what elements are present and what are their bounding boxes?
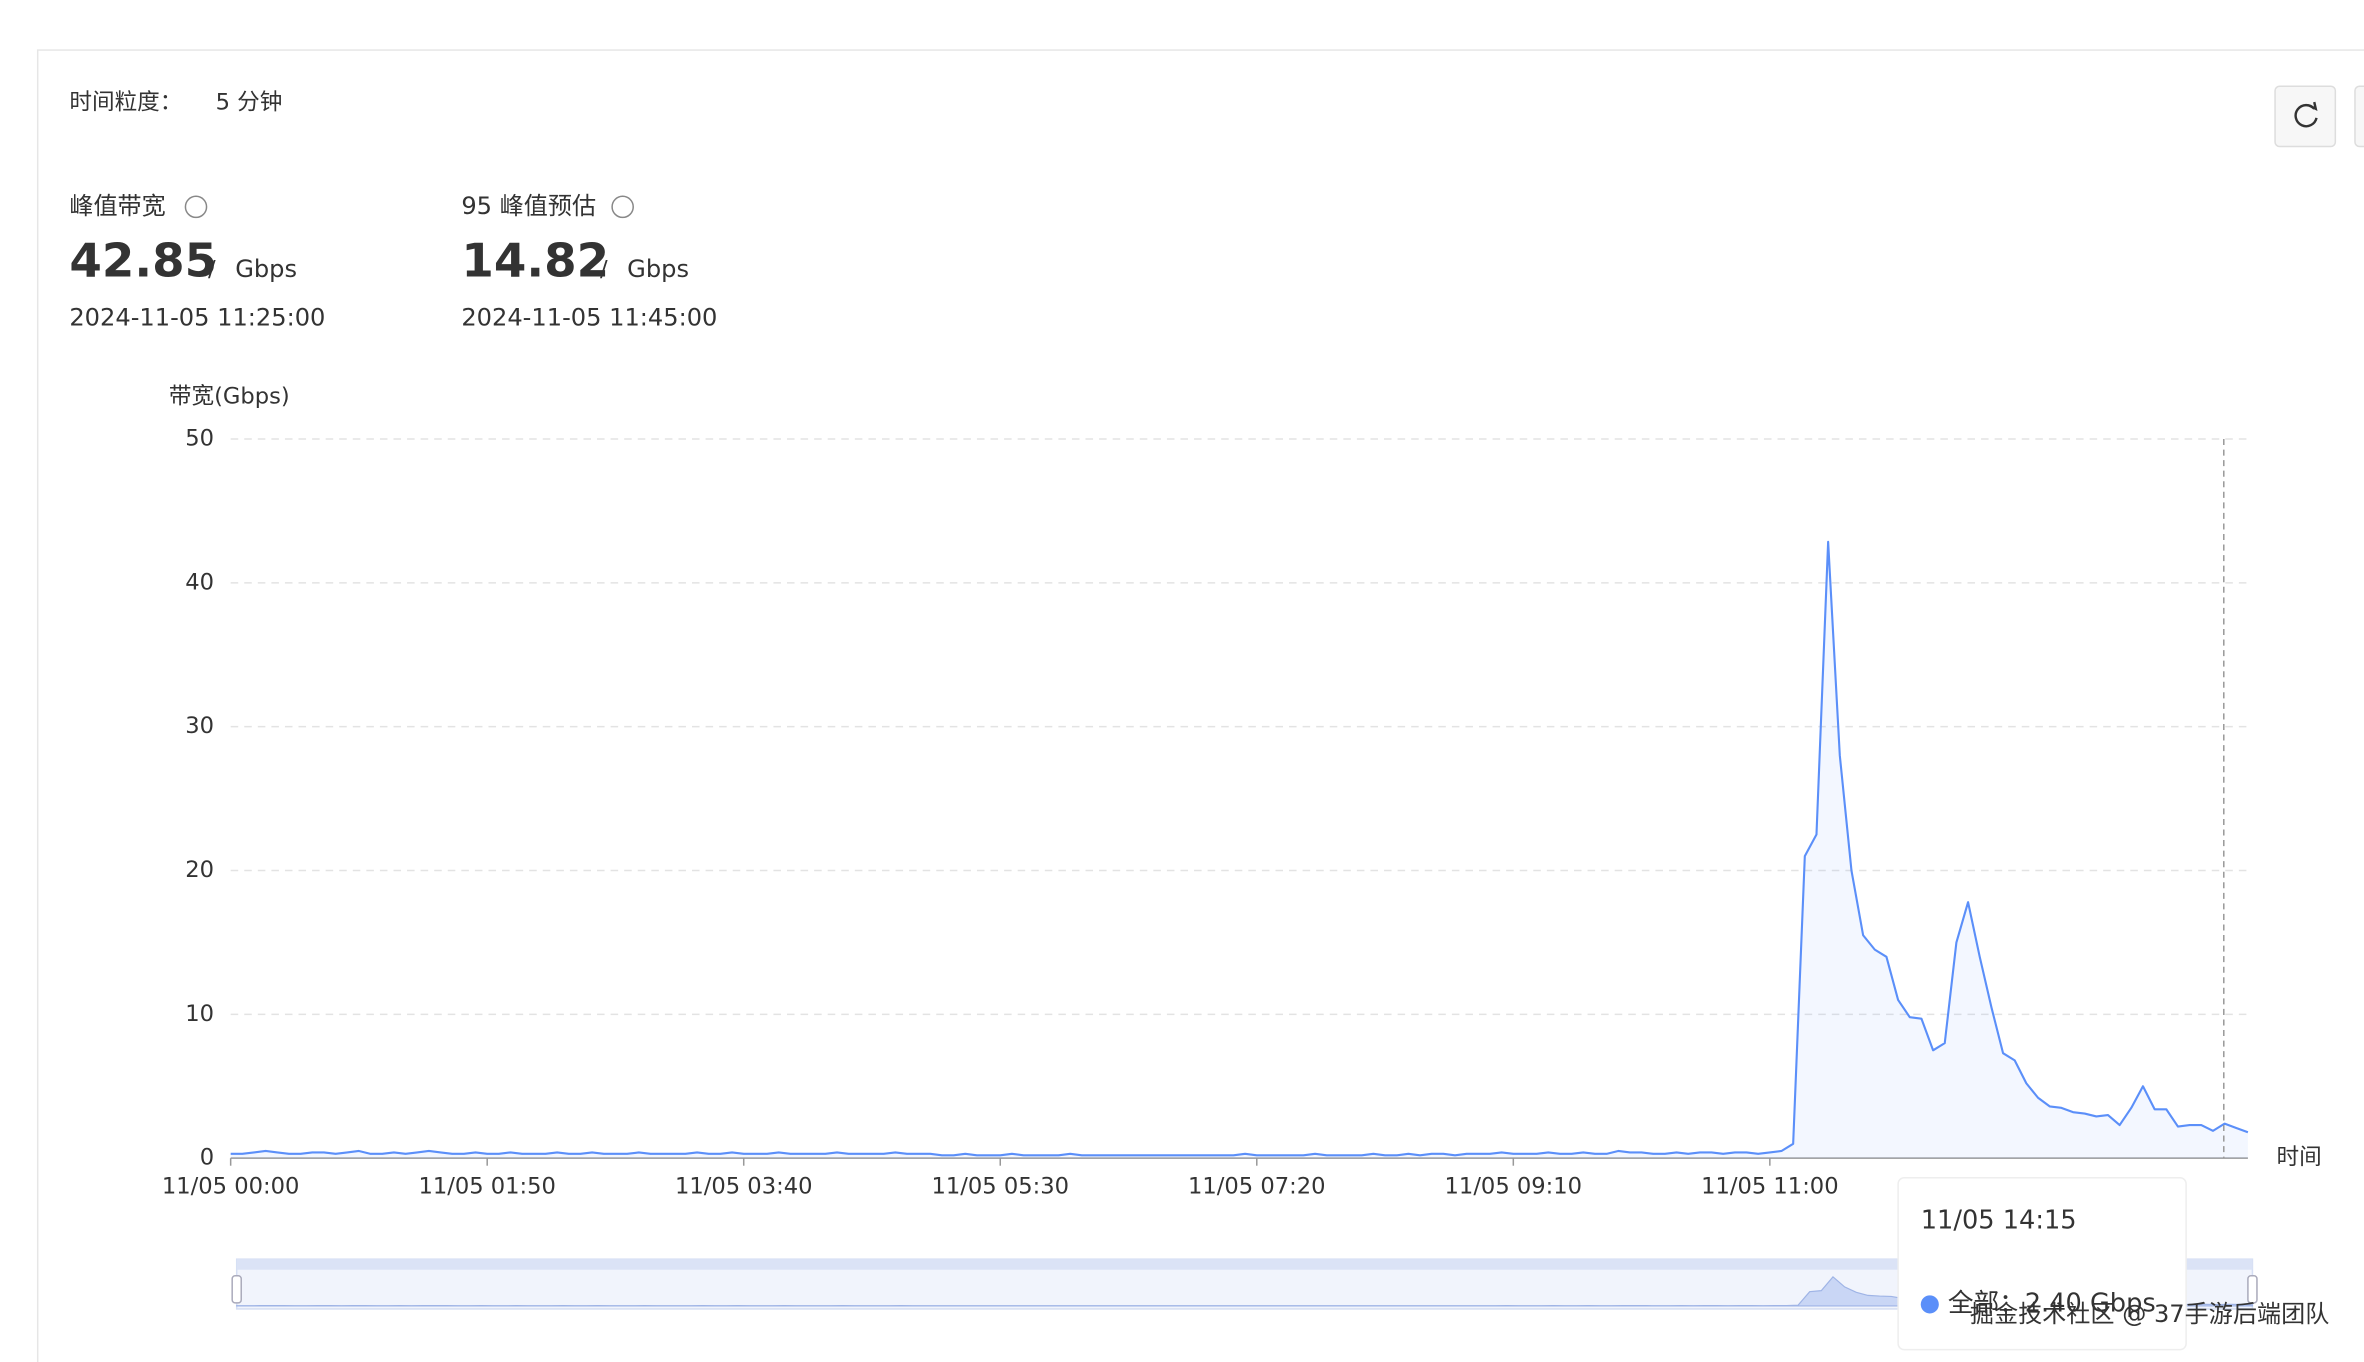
x-tick-label: 11/05 05:30 bbox=[932, 1173, 1070, 1199]
tooltip-text: 全部：2.40 Gbps bbox=[1948, 1288, 2156, 1318]
help-icon[interactable] bbox=[611, 195, 634, 219]
stat-label: 95 峰值预估 bbox=[461, 192, 596, 220]
stat-unit: Gbps bbox=[235, 255, 297, 283]
granularity-label: 时间粒度： bbox=[69, 89, 182, 115]
x-tick-label: 11/05 09:10 bbox=[1445, 1173, 1583, 1199]
plot: 0 10 20 30 40 50 11/05 00:00 11/05 01:50 11/05 0… bbox=[162, 426, 2249, 1199]
x-tick-label: 11/05 00:00 bbox=[162, 1173, 300, 1199]
tooltip-box bbox=[1897, 1177, 2187, 1351]
x-tick-label: 11/05 01:50 bbox=[418, 1173, 556, 1199]
y-tick-label: 10 bbox=[185, 1001, 214, 1027]
x-axis-label: 时间 bbox=[2277, 1145, 2322, 1171]
line bbox=[230, 540, 2249, 1157]
stat: 峰值带宽 42.85 / Gbps 2024-11-05 11:25:00 bbox=[69, 192, 325, 332]
slider-handle[interactable] bbox=[231, 1275, 242, 1304]
button-bg[interactable] bbox=[2274, 85, 2337, 148]
tooltip-dot bbox=[1920, 1295, 1939, 1314]
tooltip: 11/05 14:15 全部：2.40 Gbps bbox=[1897, 1177, 2187, 1351]
stat-separator: / bbox=[600, 257, 608, 283]
refresh-button[interactable] bbox=[2274, 85, 2337, 148]
y-axis-label: 带宽(Gbps) bbox=[169, 383, 290, 409]
y-tick-label: 40 bbox=[185, 569, 214, 595]
y-tick-label: 50 bbox=[185, 426, 214, 452]
refresh-icon bbox=[2294, 103, 2318, 128]
granularity-value[interactable]: 5 分钟 bbox=[216, 89, 283, 115]
stat-value: 42.85 bbox=[69, 235, 217, 289]
refresh-arrow bbox=[2309, 101, 2318, 112]
slider-handle-bar[interactable] bbox=[236, 1259, 2253, 1270]
stat-time: 2024-11-05 11:45:00 bbox=[461, 303, 717, 331]
x-tick-label: 11/05 07:20 bbox=[1188, 1173, 1326, 1199]
stat: 95 峰值预估 14.82 / Gbps 2024-11-05 11:45:00 bbox=[461, 192, 717, 332]
stat-separator: / bbox=[208, 257, 216, 283]
y-tick-label: 20 bbox=[185, 857, 214, 883]
more-button[interactable] bbox=[2354, 85, 2364, 148]
y-tick-label: 0 bbox=[200, 1145, 214, 1171]
stat-label: 峰值带宽 bbox=[69, 192, 165, 220]
area bbox=[230, 541, 2248, 1159]
card bbox=[36, 49, 2364, 1362]
slider-handle[interactable] bbox=[2247, 1275, 2258, 1304]
y-tick-label: 30 bbox=[185, 713, 214, 739]
x-tick-label: 11/05 03:40 bbox=[675, 1173, 813, 1199]
stat-value: 14.82 bbox=[461, 235, 609, 289]
x-tick-label: 11/05 11:00 bbox=[1701, 1173, 1839, 1199]
tooltip-title: 11/05 14:15 bbox=[1921, 1205, 2077, 1235]
help-icon[interactable] bbox=[184, 195, 208, 219]
stat-unit: Gbps bbox=[627, 255, 689, 283]
watermark: 掘金技术社区 @ 37手游后端团队 bbox=[1970, 1300, 2329, 1328]
stat-time: 2024-11-05 11:25:00 bbox=[69, 303, 325, 331]
